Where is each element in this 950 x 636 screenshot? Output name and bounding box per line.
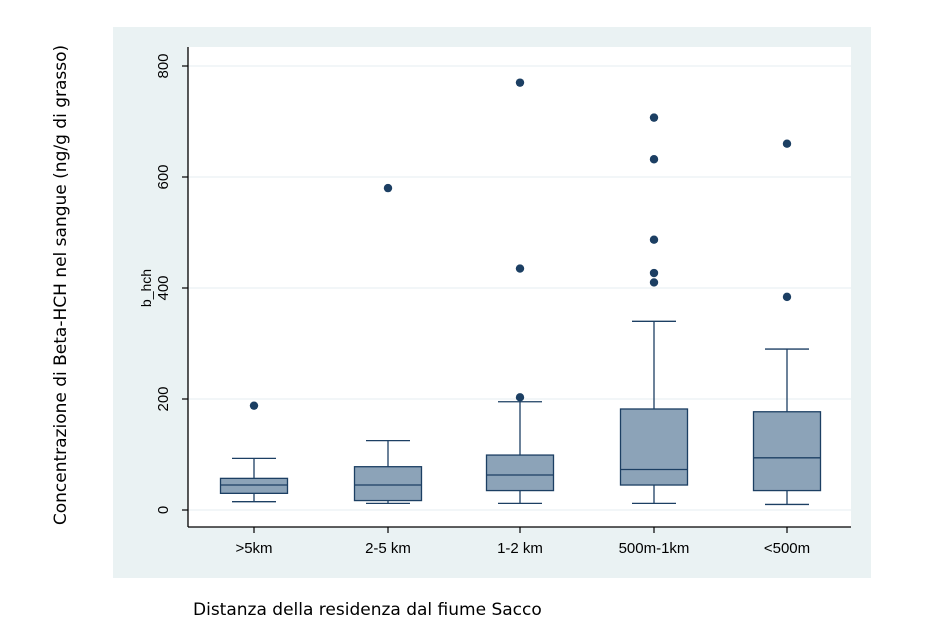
outlier-point [782, 292, 792, 302]
outlier-point [649, 113, 659, 122]
outlier-point [515, 264, 525, 273]
gridlines [188, 65, 851, 511]
outlier-point [249, 401, 259, 410]
outlier-point [383, 183, 393, 193]
iqr-box [219, 477, 289, 494]
x-tick-label: >5km [235, 540, 272, 557]
outer-y-axis-label: Concentrazione di Beta-HCH nel sangue (n… [51, 45, 71, 525]
box-group-0 [219, 401, 289, 503]
y-tick-label: 600 [155, 164, 172, 189]
outlier-point [649, 235, 659, 244]
box-group-1 [353, 183, 423, 504]
outlier-point [515, 393, 525, 402]
iqr-box [485, 454, 555, 492]
iqr-box [619, 408, 689, 486]
x-axis-caption: Distanza della residenza dal fiume Sacco [193, 600, 542, 620]
x-tick-label: 500m-1km [619, 540, 690, 557]
box-group-3 [619, 113, 689, 504]
x-tick-label: 2-5 km [365, 540, 411, 557]
box-series [219, 78, 822, 506]
box-group-4 [752, 139, 822, 506]
box-group-2 [485, 78, 555, 504]
outlier-point [649, 278, 659, 287]
outlier-point [782, 139, 792, 148]
outlier-point [649, 268, 659, 278]
iqr-box [353, 466, 423, 502]
y-tick-label: 0 [155, 506, 172, 514]
y-tick-label: 400 [155, 275, 172, 300]
inner-y-axis-label: b_hch [138, 269, 154, 307]
outlier-point [649, 155, 659, 164]
y-tick-label: 800 [155, 53, 172, 78]
x-tick-label: <500m [764, 540, 810, 557]
x-tick-label: 1-2 km [497, 540, 543, 557]
axes: 0 200 400 600 800 >5km 2-5 km 1-2 km 500m-1km <50… [155, 47, 851, 557]
outlier-point [515, 78, 525, 87]
y-tick-label: 200 [155, 386, 172, 411]
iqr-box [752, 411, 822, 492]
